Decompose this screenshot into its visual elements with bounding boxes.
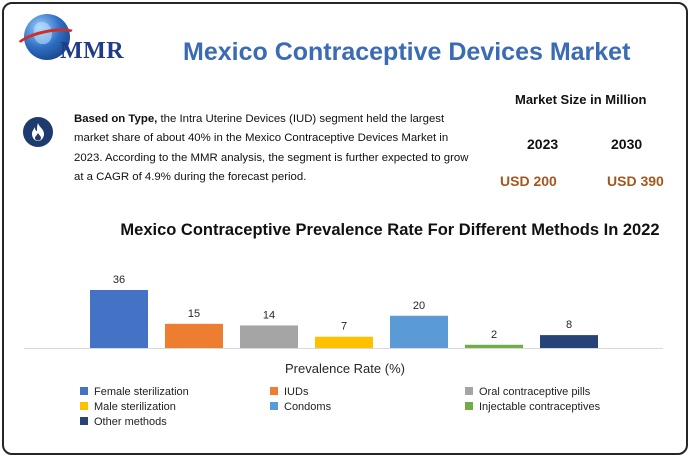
summary-lead: Based on Type, bbox=[74, 113, 158, 125]
legend-item-1: IUDs bbox=[270, 385, 308, 399]
year-2030: 2030 bbox=[611, 136, 643, 152]
bar-1 bbox=[165, 323, 223, 348]
legend-label: Female sterilization bbox=[94, 386, 189, 398]
logo-text: MMR bbox=[60, 38, 125, 64]
legend-label: Injectable contraceptives bbox=[479, 401, 601, 413]
legend-label: Condoms bbox=[284, 401, 332, 413]
legend-swatch bbox=[270, 387, 278, 395]
fire-icon bbox=[23, 117, 53, 147]
legend-swatch bbox=[80, 387, 88, 395]
page-title: Mexico Contraceptive Devices Market bbox=[183, 38, 631, 66]
data-label-4: 20 bbox=[413, 300, 425, 312]
legend-item-4: Condoms bbox=[270, 400, 331, 414]
legend-item-3: Male sterilization bbox=[80, 400, 176, 414]
legend-swatch bbox=[270, 402, 278, 410]
value-2023: USD 200 bbox=[500, 173, 557, 189]
year-2023: 2023 bbox=[527, 136, 559, 152]
data-label-6: 8 bbox=[566, 319, 572, 331]
legend-swatch bbox=[465, 402, 473, 410]
bar-5 bbox=[465, 344, 523, 348]
bar-4 bbox=[390, 315, 448, 348]
legend-swatch bbox=[80, 402, 88, 410]
legend-label: Male sterilization bbox=[94, 401, 176, 413]
summary-text: Based on Type, the Intra Uterine Devices… bbox=[74, 110, 474, 188]
bar-6 bbox=[540, 335, 598, 348]
x-axis-label: Prevalence Rate (%) bbox=[285, 361, 405, 376]
data-label-5: 2 bbox=[491, 329, 497, 341]
market-size-label: Market Size in Million bbox=[515, 92, 647, 107]
chart-title: Mexico Contraceptive Prevalence Rate For… bbox=[120, 221, 660, 239]
summary-body: the Intra Uterine Devices (IUD) segment … bbox=[74, 113, 469, 184]
legend-item-2: Oral contraceptive pills bbox=[465, 385, 590, 399]
chart-legend: Female sterilization IUDs Oral contracepti… bbox=[80, 385, 660, 433]
data-label-0: 36 bbox=[113, 274, 125, 286]
legend-swatch bbox=[80, 417, 88, 425]
data-label-2: 14 bbox=[263, 309, 275, 321]
logo-globe-icon bbox=[24, 14, 70, 60]
legend-item-5: Injectable contraceptives bbox=[465, 400, 600, 414]
legend-label: IUDs bbox=[284, 386, 309, 398]
data-label-3: 7 bbox=[341, 321, 347, 333]
legend-item-0: Female sterilization bbox=[80, 385, 189, 399]
bar-0 bbox=[90, 290, 148, 348]
data-label-1: 15 bbox=[188, 308, 200, 320]
legend-item-6: Other methods bbox=[80, 415, 167, 429]
legend-swatch bbox=[465, 387, 473, 395]
mmr-logo: MMR bbox=[12, 10, 132, 68]
bar-3 bbox=[315, 336, 373, 348]
bar-2 bbox=[240, 325, 298, 348]
value-2030: USD 390 bbox=[607, 173, 664, 189]
legend-label: Other methods bbox=[94, 416, 167, 428]
legend-label: Oral contraceptive pills bbox=[479, 386, 591, 398]
